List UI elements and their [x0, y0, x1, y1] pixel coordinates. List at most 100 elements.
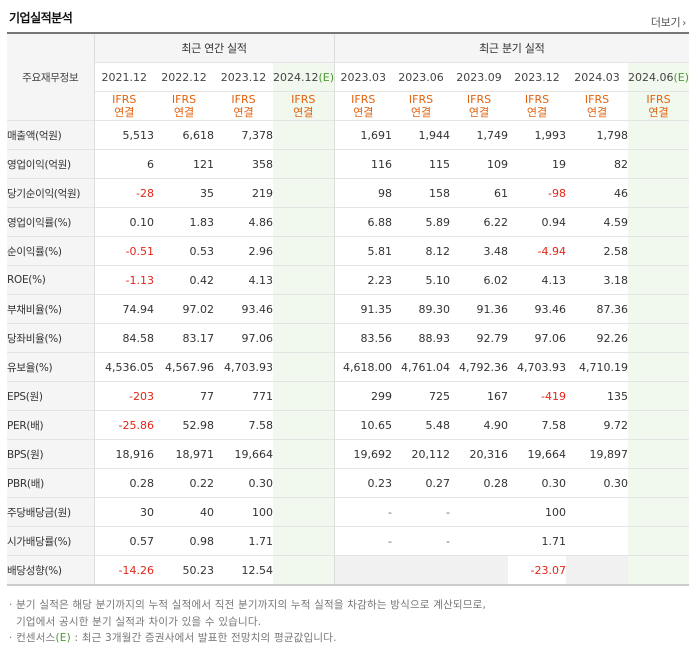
basis-standard: IFRS	[171, 93, 197, 106]
table-cell: 121	[154, 149, 214, 179]
period-row: 2021.12 2022.12 2023.12 2024.12(E) 2023.03 20…	[7, 62, 690, 92]
basis-header: IFRS 연결	[450, 91, 509, 121]
more-label: 더보기	[650, 16, 681, 29]
table-cell	[273, 265, 335, 295]
period-header: 2023.12	[508, 62, 567, 92]
basis-header: IFRS 연결	[392, 91, 451, 121]
table-row: PBR(배) 0.28 0.22 0.30 0.23 0.27 0.28 0.30 0.30	[7, 468, 690, 498]
chevron-right-icon: ›	[682, 18, 686, 29]
period-header: 2023.12	[214, 62, 273, 92]
table-cell: 98	[334, 178, 393, 208]
quarter-group-header: 최근 분기 실적	[334, 32, 690, 63]
basis-header: IFRS 연결	[94, 91, 154, 121]
table-cell: 1,798	[566, 120, 629, 150]
table-row: 영업이익(억원) 6 121 358 116 115 109 19 82	[7, 149, 690, 179]
table-cell: 93.46	[214, 294, 273, 324]
table-cell: 0.94	[508, 207, 567, 237]
table-cell: -	[334, 497, 393, 527]
table-cell: 0.98	[154, 526, 214, 556]
table-cell	[628, 323, 690, 353]
basis-consolidated: 연결	[586, 106, 608, 119]
row-label: BPS(원)	[7, 439, 95, 469]
table-cell: 4,618.00	[334, 352, 393, 382]
table-cell: 0.28	[450, 468, 509, 498]
table-row: 배당성향(%) -14.26 50.23 12.54 -23.07	[7, 555, 690, 586]
table-row: BPS(원) 18,916 18,971 19,664 19,692 20,112 20,3…	[7, 439, 690, 469]
row-label: 매출액(억원)	[7, 120, 95, 150]
table-cell: 1,691	[334, 120, 393, 150]
table-cell: 771	[214, 381, 273, 411]
table-cell: 158	[392, 178, 451, 208]
estimate-tag: (E)	[55, 632, 71, 644]
table-cell: 725	[392, 381, 451, 411]
table-cell: 1,749	[450, 120, 509, 150]
table-cell: 18,916	[94, 439, 154, 469]
table-cell: 7.58	[508, 410, 567, 440]
table-cell: -	[392, 497, 451, 527]
basis-header: IFRS 연결	[628, 91, 690, 121]
table-cell: 167	[450, 381, 509, 411]
table-row: 매출액(억원) 5,513 6,618 7,378 1,691 1,944 1,749 1,9…	[7, 120, 690, 150]
table-cell: 1.71	[508, 526, 567, 556]
table-cell: 12.54	[214, 555, 273, 586]
table-cell: 0.42	[154, 265, 214, 295]
table-cell: -1.13	[94, 265, 154, 295]
basis-header: IFRS 연결	[154, 91, 214, 121]
more-link[interactable]: 더보기 ›	[651, 14, 686, 30]
table-cell: 35	[154, 178, 214, 208]
table-cell: 4.90	[450, 410, 509, 440]
table-row: 유보율(%) 4,536.05 4,567.96 4,703.93 4,618.00 4,…	[7, 352, 690, 382]
table-cell: 84.58	[94, 323, 154, 353]
table-cell: 2.23	[334, 265, 393, 295]
table-cell	[628, 497, 690, 527]
basis-consolidated: 연결	[526, 106, 548, 119]
table-cell: -	[392, 526, 451, 556]
table-cell	[628, 294, 690, 324]
table-row: 시가배당률(%) 0.57 0.98 1.71- -1.71	[7, 526, 690, 556]
table-row: 영업이익률(%) 0.10 1.83 4.86 6.88 5.89 6.22 0.94 4.59	[7, 207, 690, 237]
basis-standard: IFRS	[231, 93, 256, 106]
row-label: 당기순이익(억원)	[7, 178, 95, 208]
row-label: 순이익률(%)	[7, 236, 95, 266]
period-header: 2023.09	[450, 62, 509, 92]
table-cell: 92.26	[566, 323, 629, 353]
table-row: EPS(원) -203 77 771 299 725 167 -419 135	[7, 381, 690, 411]
table-cell: 0.30	[566, 468, 629, 498]
table-cell: 0.28	[94, 468, 154, 498]
basis-consolidated: 연결	[233, 106, 254, 119]
table-cell: 77	[154, 381, 214, 411]
row-label: PBR(배)	[7, 468, 95, 498]
table-cell: 93.46	[508, 294, 567, 324]
table-cell	[566, 526, 629, 556]
period-label: 2024.12	[273, 70, 319, 84]
table-cell: 4.86	[214, 207, 273, 237]
period-header: 2021.12	[94, 62, 154, 92]
table-cell: 358	[214, 149, 273, 179]
table-cell: -419	[508, 381, 567, 411]
table-cell: 4,567.96	[154, 352, 214, 382]
table-cell: 4,536.05	[94, 352, 154, 382]
table-cell: 6,618	[154, 120, 214, 150]
period-header: 2022.12	[154, 62, 214, 92]
table-cell: -0.51	[94, 236, 154, 266]
table-cell: -4.94	[508, 236, 567, 266]
table-cell: 0.10	[94, 207, 154, 237]
table-cell: 19,664	[508, 439, 567, 469]
row-label: 시가배당률(%)	[7, 526, 95, 556]
table-cell	[566, 497, 629, 527]
table-cell: 19,664	[214, 439, 273, 469]
table-cell	[392, 555, 451, 586]
table-cell: 5.10	[392, 265, 451, 295]
table-cell: 4.13	[214, 265, 273, 295]
table-cell: 91.36	[450, 294, 509, 324]
table-cell	[628, 120, 690, 150]
table-row: 순이익률(%) -0.51 0.53 2.96 5.81 8.12 3.48 -4.94 2.5…	[7, 236, 690, 266]
period-header: 2023.03	[334, 62, 393, 92]
table-cell	[628, 410, 690, 440]
basis-standard: IFRS	[466, 93, 492, 106]
table-cell: 7,378	[214, 120, 273, 150]
row-label: 부채비율(%)	[7, 294, 95, 324]
table-cell: 0.53	[154, 236, 214, 266]
table-cell: -	[334, 526, 393, 556]
row-label: 배당성향(%)	[7, 555, 95, 586]
